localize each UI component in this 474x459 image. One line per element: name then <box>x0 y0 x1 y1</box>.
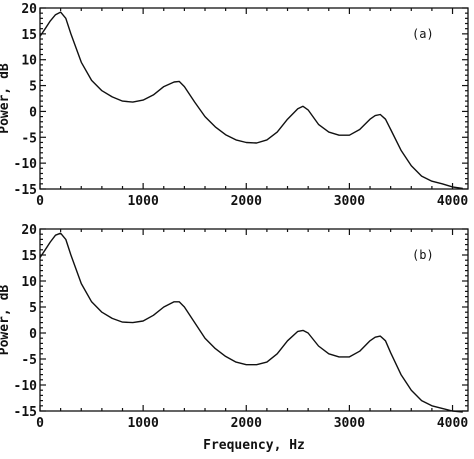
spectrum-line <box>39 11 463 190</box>
x-tick-label: 4000 <box>437 416 468 431</box>
x-tick-label: 4000 <box>437 194 468 209</box>
x-tick-label: 3000 <box>334 416 365 431</box>
y-tick-label: 10 <box>21 275 37 290</box>
y-tick-label: -10 <box>14 157 38 172</box>
x-tick-label: 0 <box>36 194 44 209</box>
x-tick-label: 1000 <box>127 416 158 431</box>
panel-label: (a) <box>412 27 434 41</box>
y-tick-label: -15 <box>14 405 37 420</box>
y-tick-label: 10 <box>21 54 37 69</box>
y-tick-label: -10 <box>14 379 38 394</box>
spectrum-line <box>39 232 463 413</box>
x-tick-label: 3000 <box>334 194 365 209</box>
y-tick-label: -5 <box>21 353 37 368</box>
x-axis-label: Frequency, Hz <box>203 438 305 453</box>
y-tick-label: -5 <box>21 131 37 146</box>
plot-frame <box>39 7 469 190</box>
x-tick-label: 1000 <box>127 194 158 209</box>
x-tick-label: 2000 <box>231 416 262 431</box>
y-tick-label: 20 <box>21 2 37 17</box>
y-tick-label: 15 <box>21 28 37 43</box>
y-tick-label: 0 <box>29 105 37 120</box>
y-axis-label: Power, dB <box>0 285 12 356</box>
y-tick-label: 5 <box>29 301 37 316</box>
y-tick-label: 20 <box>21 223 37 238</box>
x-tick-label: 2000 <box>231 194 262 209</box>
y-tick-label: -15 <box>14 183 37 198</box>
y-tick-label: 5 <box>29 80 37 95</box>
plot-frame <box>39 228 469 412</box>
y-axis-label: Power, dB <box>0 63 12 134</box>
chart-panel-2: 0 1000 2000 3000 4000 20 15 10 5 0 -5 -10 -15 Power, … <box>0 223 469 453</box>
y-tick-label: 0 <box>29 327 37 342</box>
chart-panel-1: 0 1000 2000 3000 4000 20 15 10 5 0 -5 -10 -15 Power, … <box>0 2 469 209</box>
panel-label: (b) <box>412 248 434 262</box>
y-tick-label: 15 <box>21 249 37 264</box>
x-tick-label: 0 <box>36 416 44 431</box>
